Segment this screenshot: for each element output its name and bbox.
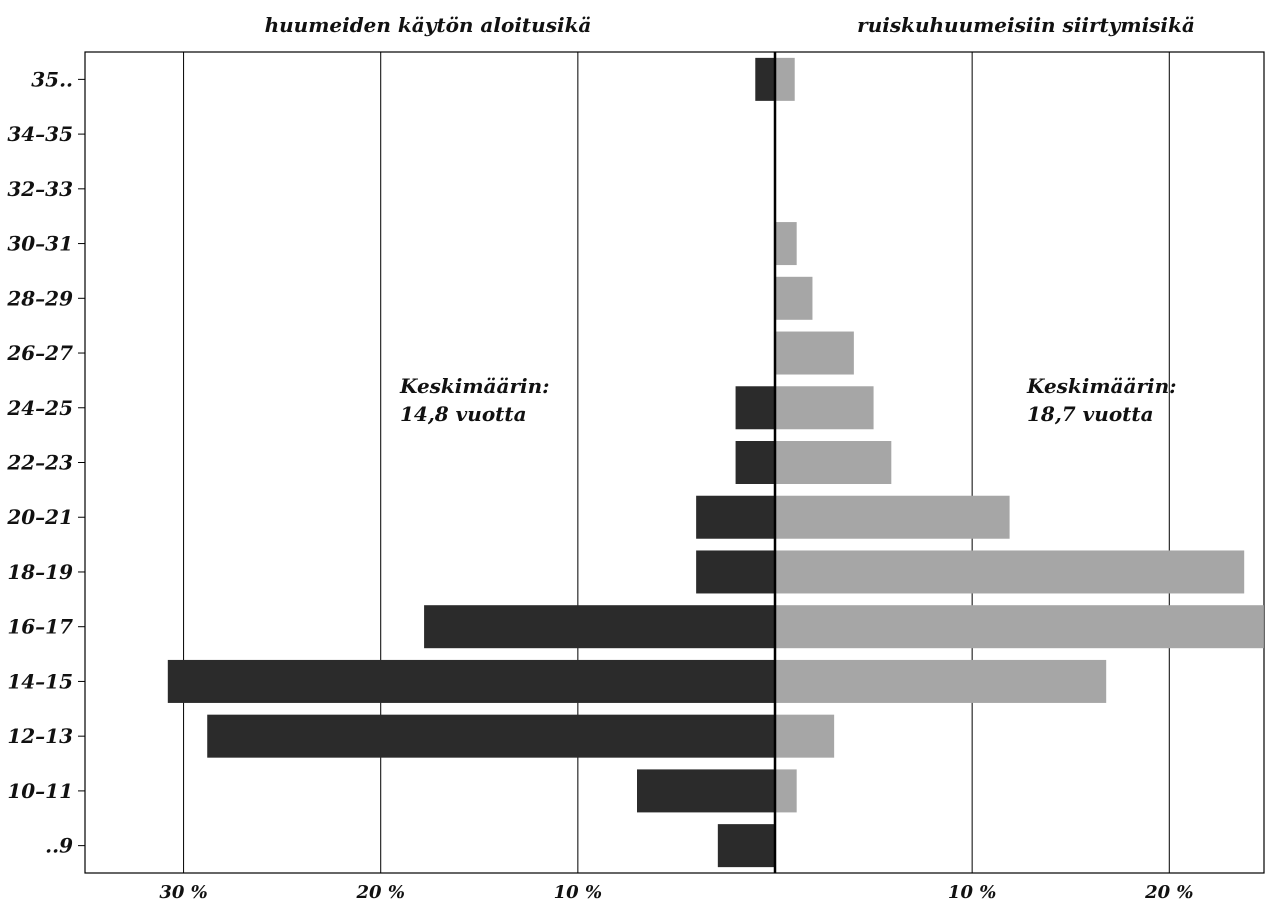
y-tick-label: 35.. xyxy=(31,67,73,91)
y-tick-label: 32–33 xyxy=(7,177,73,201)
bar-left xyxy=(717,824,775,868)
y-tick-label: 18–19 xyxy=(7,560,73,584)
bar-right xyxy=(775,386,874,430)
bar-right xyxy=(775,769,797,813)
bar-left xyxy=(755,57,775,101)
y-tick-label: 14–15 xyxy=(7,669,73,693)
y-tick-label: 16–17 xyxy=(7,615,73,639)
bars xyxy=(167,57,1264,868)
series-title-left: huumeiden käytön aloitusikä xyxy=(265,13,592,37)
bar-right xyxy=(775,550,1245,594)
bar-right xyxy=(775,605,1264,649)
y-tick-label: 28–29 xyxy=(6,286,73,310)
y-tick-label: 24–25 xyxy=(6,396,73,420)
annotation-left: Keskimäärin: xyxy=(399,374,550,398)
y-tick-label: 30–31 xyxy=(7,232,73,256)
annotation-right: Keskimäärin: xyxy=(1026,374,1177,398)
x-tick-label-right: 10 % xyxy=(948,882,996,903)
bar-right xyxy=(775,714,835,758)
y-tick-label: 20–21 xyxy=(6,505,73,529)
bar-left xyxy=(735,441,775,484)
y-tick-label: 22–23 xyxy=(6,451,73,475)
bar-right xyxy=(775,659,1107,703)
x-tick-label-right: 20 % xyxy=(1144,882,1193,903)
bar-left xyxy=(696,550,775,594)
x-tick-label-left: 20 % xyxy=(356,882,405,903)
bar-right xyxy=(775,276,813,320)
bar-right xyxy=(775,441,892,484)
bar-right xyxy=(775,222,797,266)
axis xyxy=(78,52,777,873)
bar-left xyxy=(735,386,775,430)
series-title-right: ruiskuhuumeisiin siirtymisikä xyxy=(857,13,1195,37)
bar-left xyxy=(207,714,775,758)
y-tick-label: 12–13 xyxy=(7,724,73,748)
y-tick-label: 10–11 xyxy=(7,779,73,803)
bar-right xyxy=(775,495,1010,539)
y-tick-label: 26–27 xyxy=(6,341,73,365)
annotation-right: 18,7 vuotta xyxy=(1027,402,1154,426)
bar-left xyxy=(424,605,775,649)
annotation-left: 14,8 vuotta xyxy=(400,402,527,426)
y-tick-label: ..9 xyxy=(45,834,73,858)
x-tick-label-left: 30 % xyxy=(159,882,207,903)
y-tick-label: 34–35 xyxy=(7,122,73,146)
labels: 30 % 20 % 10 % 10 % 20 % ..9 10–11 12–13 14–15 16… xyxy=(6,13,1195,903)
x-tick-label-left: 10 % xyxy=(554,882,602,903)
bar-left xyxy=(637,769,775,813)
bar-right xyxy=(775,57,795,101)
bar-left xyxy=(167,659,776,703)
bar-left xyxy=(696,495,775,539)
bar-right xyxy=(775,331,854,375)
